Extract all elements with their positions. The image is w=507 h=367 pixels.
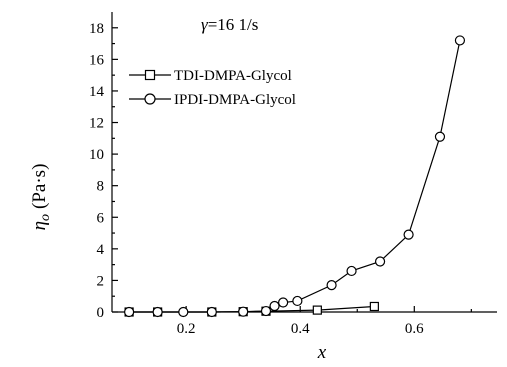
data-point-circle bbox=[124, 306, 135, 318]
y-axis-symbol: η bbox=[29, 221, 50, 230]
x-tick-label: 0.2 bbox=[177, 321, 196, 337]
legend-label-ipdi: IPDI-DMPA-Glycol bbox=[174, 92, 296, 108]
y-axis: 0 2 4 6 8 10 12 14 16 18 bbox=[89, 21, 118, 321]
legend-label-tdi: TDI-DMPA-Glycol bbox=[174, 68, 292, 84]
data-point-circle bbox=[346, 265, 357, 277]
series-tdi bbox=[124, 301, 379, 317]
y-tick-label: 8 bbox=[97, 179, 105, 195]
y-axis-unit: (Pa·s) bbox=[29, 164, 50, 209]
legend-item-tdi: TDI-DMPA-Glycol bbox=[129, 68, 292, 84]
legend-marker-circle bbox=[144, 93, 156, 105]
data-point-circle bbox=[269, 300, 280, 312]
y-tick-label: 14 bbox=[89, 84, 105, 100]
plot-area bbox=[111, 12, 497, 313]
shear-rate-annotation: γ=16 1/s bbox=[201, 15, 258, 34]
x-axis: 0.2 0.4 0.6 bbox=[128, 306, 472, 337]
y-tick-label: 2 bbox=[97, 273, 105, 289]
data-point-circle bbox=[278, 297, 289, 308]
data-point-circle bbox=[403, 229, 414, 240]
y-tick-label: 12 bbox=[89, 116, 104, 132]
data-point-circle bbox=[152, 306, 163, 318]
data-point-square bbox=[369, 301, 379, 312]
x-tick-label: 0.4 bbox=[291, 321, 310, 337]
y-tick-label: 4 bbox=[97, 242, 105, 258]
y-tick-label: 10 bbox=[89, 147, 104, 163]
data-point-circle bbox=[454, 35, 466, 46]
y-tick-label: 6 bbox=[97, 210, 105, 226]
data-point-circle bbox=[434, 131, 446, 142]
y-axis-title: ηo (Pa·s) bbox=[29, 164, 53, 231]
series-ipdi bbox=[124, 35, 466, 318]
data-point-square bbox=[312, 305, 322, 315]
data-point-circle bbox=[374, 256, 386, 267]
y-tick-label: 18 bbox=[89, 21, 104, 37]
legend: TDI-DMPA-Glycol IPDI-DMPA-Glycol bbox=[129, 68, 296, 108]
data-point-circle bbox=[260, 305, 272, 317]
data-point-circle bbox=[292, 295, 303, 307]
data-point-circle bbox=[206, 306, 217, 318]
legend-item-ipdi: IPDI-DMPA-Glycol bbox=[129, 92, 296, 108]
x-axis-title: x bbox=[317, 342, 327, 363]
annotation-symbol: γ bbox=[201, 15, 209, 34]
data-point-circle bbox=[238, 306, 249, 317]
y-axis-subscript: o bbox=[38, 214, 53, 221]
y-tick-label: 16 bbox=[89, 52, 105, 68]
data-point-circle bbox=[326, 280, 337, 291]
data-point-circle bbox=[178, 306, 189, 318]
annotation-text: =16 1/s bbox=[208, 15, 259, 34]
y-tick-label: 0 bbox=[97, 305, 105, 321]
x-tick-label: 0.6 bbox=[405, 321, 424, 337]
legend-marker-square bbox=[144, 69, 156, 81]
series-layer bbox=[124, 35, 466, 318]
